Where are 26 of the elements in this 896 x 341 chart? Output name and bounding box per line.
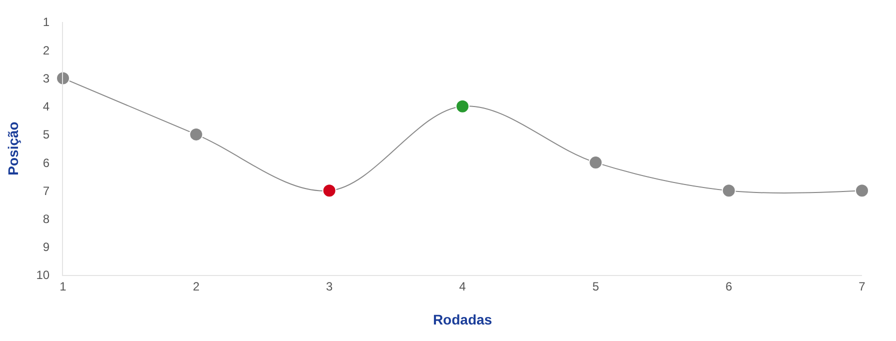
y-tick-label: 1 [42, 15, 50, 30]
x-tick-label: 4 [459, 279, 466, 294]
point [322, 184, 336, 198]
y-tick-label: 5 [42, 128, 50, 142]
point [855, 184, 869, 198]
y-tick-label: 4 [42, 100, 50, 114]
x-tick-label: 3 [326, 279, 333, 294]
y-tick-label: 9 [42, 240, 50, 254]
point [189, 127, 204, 142]
y-tick-label: 8 [42, 212, 50, 226]
point [456, 99, 470, 114]
x-tick-label: 2 [192, 279, 200, 294]
y-tick-label: 7 [42, 184, 50, 198]
x-axis-title: Rodadas [432, 312, 492, 328]
point [588, 156, 603, 170]
y-tick-label: 10 [36, 268, 50, 282]
x-tick-label: 6 [725, 279, 732, 294]
x-tick-label: 1 [60, 279, 67, 294]
y-axis-title: Posição [4, 122, 21, 176]
x-tick-label: 5 [592, 279, 600, 294]
y-tick-label: 6 [42, 156, 50, 170]
point [56, 71, 70, 86]
x-tick-label: 7 [858, 279, 866, 294]
y-tick-label: 2 [42, 43, 50, 58]
point [722, 184, 736, 198]
y-tick-label: 3 [42, 71, 50, 86]
